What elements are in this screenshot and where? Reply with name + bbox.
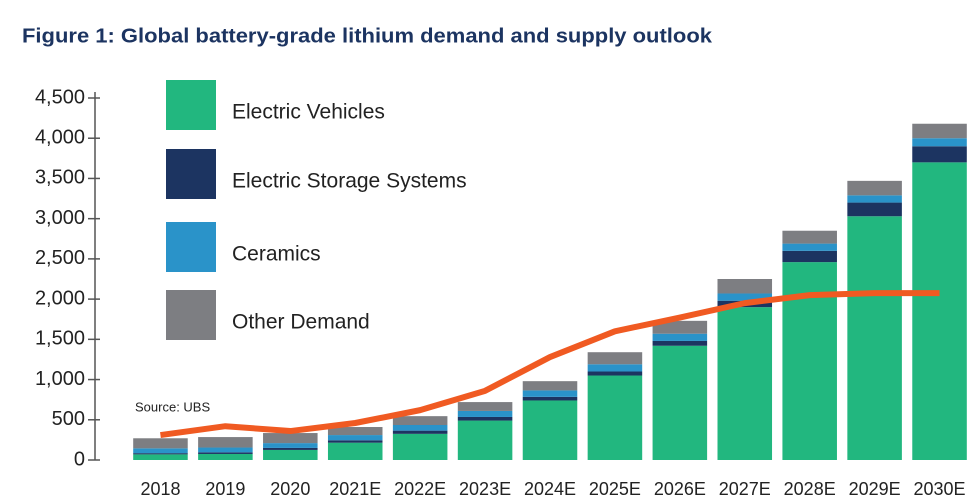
bar-segment [327,442,383,460]
bar-segment [847,216,902,460]
bar-segment [717,293,773,301]
bar-segment [263,443,318,448]
bar-segment [327,427,383,436]
x-tick-label: 2021E [329,479,381,499]
y-tick-label: 4,000 [35,127,85,149]
x-tick-label: 2027E [719,479,771,499]
bar-segment [717,279,773,294]
x-tick-label: 2030E [914,479,966,499]
y-tick-label: 3,000 [35,207,85,229]
legend-label: Electric Vehicles [232,101,385,124]
bar-segment [847,195,902,203]
bar-segment [652,345,708,460]
bar-segment [457,410,513,417]
bar-segment [782,243,837,251]
bar-segment [392,433,448,460]
legend-swatch [166,290,216,340]
bar-segment [457,416,513,421]
bar-segment [652,340,708,346]
legend-label: Other Demand [232,311,370,334]
x-tick-label: 2026E [654,479,706,499]
legend-label: Electric Storage Systems [232,170,467,193]
bar-segment [198,437,253,448]
bar-segment [263,433,318,444]
x-tick-label: 2018 [140,479,180,499]
y-tick-label: 2,000 [35,287,85,309]
annotation: Source: UBS [135,399,210,414]
bar-segment [133,454,188,460]
bar-segment [327,440,383,443]
bar-segment [912,123,967,139]
x-tick-label: 2019 [205,479,245,499]
y-tick-label: 0 [74,448,85,470]
bar-segment [198,452,253,454]
bar-segment [522,400,578,460]
bar-segment [587,375,643,460]
chart-title: Figure 1: Global battery-grade lithium d… [22,25,713,47]
bar-segment [912,146,967,163]
bar-segment [587,364,643,372]
bar-segment [133,453,188,455]
bar-segment [263,447,318,450]
bar-segment [392,425,448,431]
bar-segment [587,352,643,365]
y-tick-label: 1,000 [35,368,85,390]
y-tick-label: 3,500 [35,167,85,189]
bar-segment [782,230,837,244]
y-tick-label: 1,500 [35,328,85,350]
bar-segment [263,449,318,460]
y-tick-label: 4,500 [35,86,85,108]
bar-segment [652,320,708,334]
bar-segment [847,180,902,196]
bar-segment [392,416,448,426]
bar-segment [133,438,188,449]
bar-segment [522,381,578,391]
bar-segment [198,453,253,460]
legend-swatch [166,149,216,199]
x-tick-label: 2023E [459,479,511,499]
bar-segment [457,420,513,460]
legend-swatch [166,222,216,272]
bar-segment [198,447,253,453]
y-tick-label: 500 [52,408,85,430]
bar-segment [717,307,773,460]
bar-segment [587,371,643,376]
bar-segment [327,435,383,441]
bar-segment [522,396,578,401]
x-tick-label: 2020 [270,479,310,499]
bar-segment [392,430,448,434]
y-tick-label: 2,500 [35,247,85,269]
bar-segment [782,250,837,263]
x-tick-label: 2024E [524,479,576,499]
supply-line [160,290,940,439]
bar-segment [847,202,902,217]
legend-swatch [166,80,216,130]
bar-segment [912,138,967,147]
x-tick-label: 2025E [589,479,641,499]
x-tick-label: 2028E [784,479,836,499]
legend-label: Ceramics [232,243,321,266]
x-tick-label: 2029E [849,479,901,499]
bar-segment [522,390,578,397]
bar-segment [652,333,708,341]
bar-segment [912,162,967,460]
x-tick-label: 2022E [394,479,446,499]
bar-segment [133,448,188,454]
bar-segment [457,402,513,411]
